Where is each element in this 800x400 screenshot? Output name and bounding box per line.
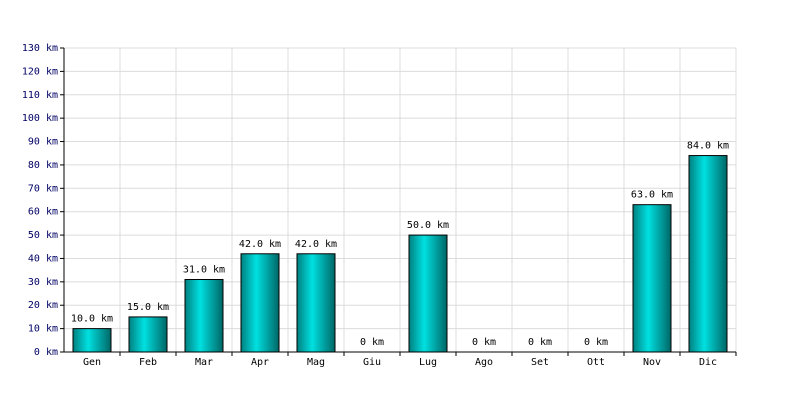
value-label: 10.0 km [71,314,113,325]
x-tick-label: Lug [419,357,437,368]
x-tick-label: Feb [139,357,157,368]
value-label: 31.0 km [183,265,225,276]
y-tick-label: 10 km [28,324,58,335]
value-label: 42.0 km [239,239,281,250]
x-tick-label: Gen [83,357,101,368]
value-label: 0 km [584,337,608,348]
bar [184,279,224,353]
y-tick-label: 100 km [22,113,58,124]
x-tick-label: Ago [475,357,493,368]
bar [72,328,112,353]
value-label: 0 km [360,337,384,348]
x-tick-label: Set [531,357,549,368]
bar [240,253,280,353]
x-tick-label: Nov [643,357,661,368]
y-tick-label: 20 km [28,300,58,311]
y-tick-label: 50 km [28,230,58,241]
value-label: 50.0 km [407,220,449,231]
y-tick-label: 120 km [22,66,58,77]
y-tick-label: 40 km [28,253,58,264]
bar [408,234,448,353]
bar [296,253,336,353]
y-tick-label: 80 km [28,160,58,171]
value-label: 84.0 km [687,141,729,152]
x-tick-label: Giu [363,357,381,368]
x-tick-label: Mag [307,357,325,368]
y-tick-label: 130 km [22,43,58,54]
y-tick-label: 110 km [22,90,58,101]
y-tick-label: 0 km [34,347,58,358]
y-tick-label: 90 km [28,137,58,148]
y-tick-label: 30 km [28,277,58,288]
x-tick-label: Apr [251,357,269,368]
bar [128,316,168,353]
bar [688,155,728,353]
value-label: 63.0 km [631,190,673,201]
x-tick-label: Dic [699,357,717,368]
bar [632,204,672,353]
value-label: 0 km [472,337,496,348]
x-tick-label: Mar [195,357,213,368]
y-tick-label: 60 km [28,207,58,218]
value-label: 15.0 km [127,302,169,313]
value-label: 0 km [528,337,552,348]
value-label: 42.0 km [295,239,337,250]
x-tick-label: Ott [587,357,605,368]
y-tick-label: 70 km [28,183,58,194]
